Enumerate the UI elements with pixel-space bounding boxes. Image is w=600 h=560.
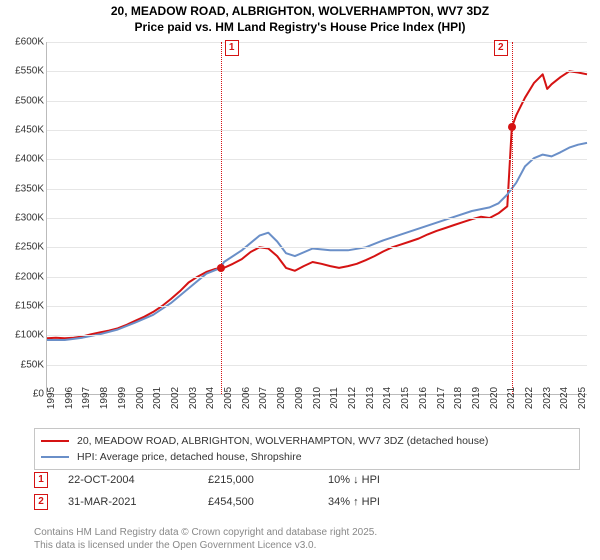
- sale-marker-line: [221, 42, 222, 394]
- title-line-1: 20, MEADOW ROAD, ALBRIGHTON, WOLVERHAMPT…: [0, 4, 600, 20]
- x-tick-label: 2023: [542, 387, 553, 409]
- y-tick-label: £400K: [4, 154, 44, 165]
- gridline: [47, 365, 587, 366]
- sale-marker-dot: [508, 123, 516, 131]
- gridline: [47, 130, 587, 131]
- x-tick-label: 2020: [489, 387, 500, 409]
- y-tick-label: £100K: [4, 330, 44, 341]
- y-tick-label: £350K: [4, 183, 44, 194]
- x-tick-label: 1997: [81, 387, 92, 409]
- legend-label: 20, MEADOW ROAD, ALBRIGHTON, WOLVERHAMPT…: [77, 435, 488, 447]
- x-tick-label: 2007: [258, 387, 269, 409]
- series-property: [47, 71, 587, 338]
- legend-swatch: [41, 456, 69, 458]
- y-tick-label: £250K: [4, 242, 44, 253]
- y-tick-label: £200K: [4, 271, 44, 282]
- footnote-line: This data is licensed under the Open Gov…: [34, 540, 377, 553]
- x-tick-label: 2016: [418, 387, 429, 409]
- gridline: [47, 277, 587, 278]
- y-tick-label: £300K: [4, 213, 44, 224]
- legend-swatch: [41, 440, 69, 442]
- x-tick-label: 2025: [577, 387, 588, 409]
- sales-price: £215,000: [208, 474, 328, 486]
- x-tick-label: 2003: [188, 387, 199, 409]
- x-tick-label: 2006: [241, 387, 252, 409]
- y-tick-label: £450K: [4, 125, 44, 136]
- legend-row-hpi: HPI: Average price, detached house, Shro…: [41, 449, 573, 465]
- sale-marker-dot: [217, 264, 225, 272]
- y-tick-label: £150K: [4, 301, 44, 312]
- gridline: [47, 101, 587, 102]
- sales-delta: 34% ↑ HPI: [328, 496, 448, 508]
- series-hpi: [47, 143, 587, 340]
- gridline: [47, 71, 587, 72]
- sales-row-badge: 2: [34, 494, 48, 510]
- x-tick-label: 2009: [294, 387, 305, 409]
- footnote: Contains HM Land Registry data © Crown c…: [34, 527, 377, 552]
- footnote-line: Contains HM Land Registry data © Crown c…: [34, 527, 377, 540]
- sales-price: £454,500: [208, 496, 328, 508]
- sales-delta: 10% ↓ HPI: [328, 474, 448, 486]
- sales-date: 22-OCT-2004: [68, 474, 208, 486]
- x-tick-label: 1999: [117, 387, 128, 409]
- sale-marker-line: [512, 42, 513, 394]
- sales-row: 1 22-OCT-2004£215,00010% ↓ HPI: [34, 470, 448, 490]
- x-tick-label: 2012: [347, 387, 358, 409]
- gridline: [47, 218, 587, 219]
- x-tick-label: 2008: [276, 387, 287, 409]
- x-tick-label: 2002: [170, 387, 181, 409]
- gridline: [47, 189, 587, 190]
- x-tick-label: 2017: [436, 387, 447, 409]
- chart-title: 20, MEADOW ROAD, ALBRIGHTON, WOLVERHAMPT…: [0, 0, 600, 35]
- title-line-2: Price paid vs. HM Land Registry's House …: [0, 20, 600, 36]
- x-tick-label: 2001: [152, 387, 163, 409]
- x-tick-label: 2004: [205, 387, 216, 409]
- x-tick-label: 2015: [400, 387, 411, 409]
- x-tick-label: 1998: [99, 387, 110, 409]
- x-tick-label: 2013: [365, 387, 376, 409]
- y-tick-label: £500K: [4, 95, 44, 106]
- x-tick-label: 2024: [559, 387, 570, 409]
- x-tick-label: 2000: [135, 387, 146, 409]
- legend-row-property: 20, MEADOW ROAD, ALBRIGHTON, WOLVERHAMPT…: [41, 433, 573, 449]
- x-tick-label: 2011: [329, 387, 340, 409]
- sale-marker-badge: 1: [225, 40, 239, 56]
- sales-table: 1 22-OCT-2004£215,00010% ↓ HPI 2 31-MAR-202…: [34, 470, 448, 514]
- x-tick-label: 2018: [453, 387, 464, 409]
- y-tick-label: £50K: [4, 359, 44, 370]
- legend-label: HPI: Average price, detached house, Shro…: [77, 451, 302, 463]
- y-tick-label: £0: [4, 389, 44, 400]
- gridline: [47, 335, 587, 336]
- y-tick-label: £600K: [4, 37, 44, 48]
- gridline: [47, 306, 587, 307]
- x-tick-label: 2022: [524, 387, 535, 409]
- gridline: [47, 159, 587, 160]
- plot-area: 12: [46, 42, 587, 395]
- x-tick-label: 2014: [382, 387, 393, 409]
- x-tick-label: 2021: [506, 387, 517, 409]
- chart-area: 12 £0£50K£100K£150K£200K£250K£300K£350K£…: [4, 42, 596, 422]
- sales-date: 31-MAR-2021: [68, 496, 208, 508]
- x-tick-label: 1996: [64, 387, 75, 409]
- x-tick-label: 2005: [223, 387, 234, 409]
- y-tick-label: £550K: [4, 66, 44, 77]
- x-tick-label: 1995: [46, 387, 57, 409]
- sale-marker-badge: 2: [494, 40, 508, 56]
- x-tick-label: 2010: [312, 387, 323, 409]
- legend: 20, MEADOW ROAD, ALBRIGHTON, WOLVERHAMPT…: [34, 428, 580, 470]
- x-tick-label: 2019: [471, 387, 482, 409]
- sales-row-badge: 1: [34, 472, 48, 488]
- sales-row: 2 31-MAR-2021£454,50034% ↑ HPI: [34, 492, 448, 512]
- gridline: [47, 247, 587, 248]
